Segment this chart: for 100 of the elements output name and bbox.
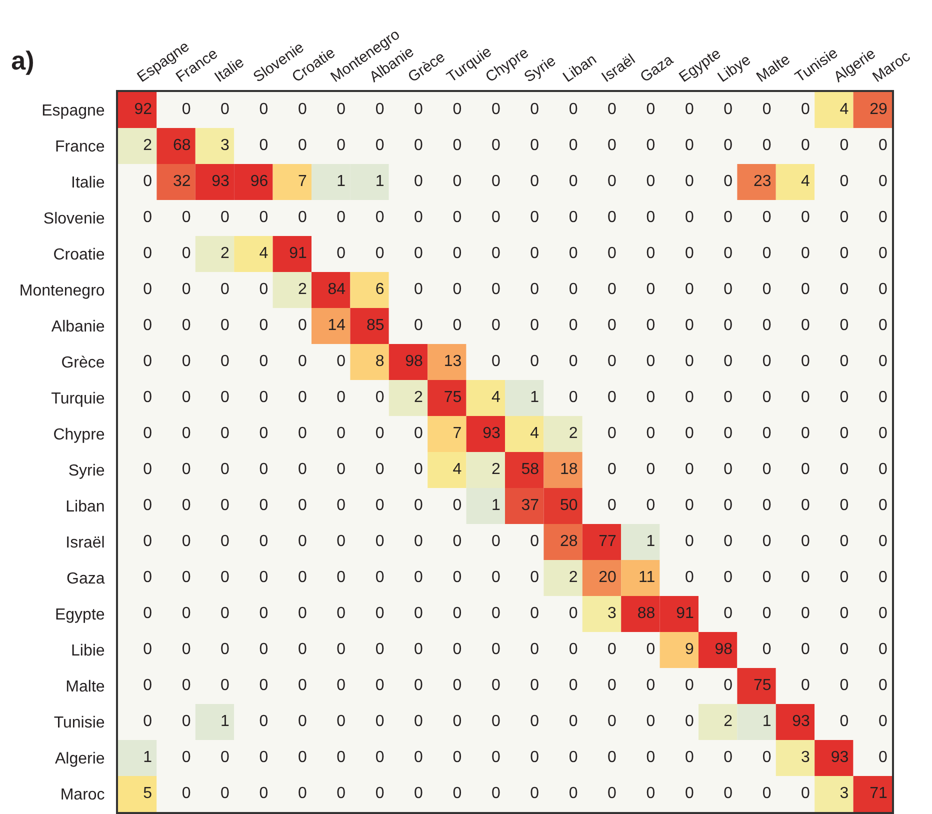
data-label: 0 — [452, 785, 462, 802]
data-label: 0 — [143, 605, 152, 622]
data-label: 0 — [414, 317, 424, 334]
data-label: 0 — [646, 425, 656, 442]
data-label: 0 — [878, 569, 888, 586]
data-label: 0 — [684, 209, 694, 226]
data-label: 7 — [452, 425, 462, 442]
data-label: 0 — [143, 245, 152, 262]
data-label: 0 — [259, 353, 268, 370]
data-label: 0 — [143, 461, 152, 478]
data-label: 0 — [375, 785, 384, 802]
data-label: 0 — [491, 569, 500, 586]
data-label: 0 — [608, 461, 617, 478]
data-label: 13 — [444, 353, 462, 370]
data-label: 71 — [870, 785, 888, 802]
data-label: 0 — [220, 353, 230, 370]
y-tick-label: Espagne — [42, 102, 105, 120]
data-label: 0 — [298, 569, 307, 586]
data-label: 28 — [560, 533, 578, 550]
data-label: 0 — [491, 245, 500, 262]
data-label: 0 — [684, 353, 694, 370]
y-tick-label: Turquie — [51, 390, 105, 408]
data-label: 0 — [414, 713, 424, 730]
data-label: 92 — [134, 101, 152, 118]
data-label: 0 — [568, 245, 578, 262]
data-label: 0 — [452, 101, 462, 118]
data-label: 0 — [840, 245, 849, 262]
data-label: 0 — [878, 137, 888, 154]
data-label: 6 — [375, 281, 384, 298]
data-label: 0 — [336, 209, 346, 226]
data-label: 0 — [336, 137, 346, 154]
data-label: 1 — [336, 173, 346, 190]
data-label: 0 — [724, 137, 733, 154]
data-label: 0 — [375, 749, 384, 766]
data-label: 0 — [182, 425, 191, 442]
data-label: 0 — [684, 137, 694, 154]
data-label: 0 — [336, 425, 346, 442]
data-label: 3 — [608, 605, 617, 622]
data-label: 0 — [491, 713, 500, 730]
data-label: 0 — [414, 605, 424, 622]
data-label: 0 — [684, 785, 694, 802]
data-label: 0 — [878, 389, 888, 406]
data-label: 0 — [298, 497, 307, 514]
data-label: 0 — [878, 173, 888, 190]
data-label: 0 — [530, 137, 540, 154]
data-label: 0 — [724, 173, 733, 190]
data-label: 0 — [336, 677, 346, 694]
data-label: 0 — [259, 461, 268, 478]
data-label: 0 — [220, 785, 230, 802]
data-label: 3 — [220, 137, 230, 154]
y-tick-label: Libie — [70, 642, 105, 660]
data-label: 0 — [646, 209, 656, 226]
y-tick-label: Albanie — [51, 318, 105, 336]
data-label: 0 — [259, 281, 268, 298]
data-label: 0 — [259, 677, 268, 694]
data-label: 0 — [724, 353, 733, 370]
data-label: 0 — [684, 533, 694, 550]
data-label: 0 — [298, 137, 307, 154]
data-label: 0 — [375, 101, 384, 118]
data-label: 3 — [840, 785, 849, 802]
x-tick-label: Malte — [753, 50, 794, 86]
y-tick-label: Slovenie — [43, 210, 105, 228]
data-label: 0 — [724, 749, 733, 766]
data-label: 0 — [646, 713, 656, 730]
data-label: 0 — [452, 137, 462, 154]
data-label: 0 — [840, 389, 849, 406]
data-label: 0 — [801, 389, 810, 406]
data-label: 9 — [684, 641, 694, 658]
data-label: 0 — [878, 425, 888, 442]
data-label: 0 — [259, 605, 268, 622]
data-label: 0 — [801, 353, 810, 370]
data-label: 0 — [840, 353, 849, 370]
data-label: 4 — [491, 389, 500, 406]
y-tick-label: Syrie — [68, 462, 105, 480]
data-label: 1 — [491, 497, 500, 514]
data-label: 1 — [375, 173, 384, 190]
data-label: 0 — [259, 641, 268, 658]
data-label: 4 — [530, 425, 540, 442]
data-label: 0 — [259, 317, 268, 334]
data-label: 0 — [336, 749, 346, 766]
data-label: 0 — [298, 749, 307, 766]
data-label: 0 — [646, 785, 656, 802]
data-label: 18 — [560, 461, 578, 478]
data-label: 0 — [608, 317, 617, 334]
data-label: 0 — [375, 209, 384, 226]
data-label: 0 — [414, 461, 424, 478]
data-label: 0 — [491, 785, 500, 802]
y-tick-label: Croatie — [53, 246, 105, 264]
data-label: 0 — [762, 317, 772, 334]
data-label: 0 — [840, 641, 849, 658]
data-label: 0 — [220, 497, 230, 514]
data-label: 0 — [608, 389, 617, 406]
data-label: 0 — [568, 353, 578, 370]
data-label: 0 — [530, 173, 540, 190]
data-label: 0 — [684, 425, 694, 442]
data-label: 0 — [414, 785, 424, 802]
data-label: 0 — [568, 209, 578, 226]
data-label: 0 — [684, 497, 694, 514]
data-label: 0 — [724, 497, 733, 514]
data-label: 0 — [182, 533, 191, 550]
